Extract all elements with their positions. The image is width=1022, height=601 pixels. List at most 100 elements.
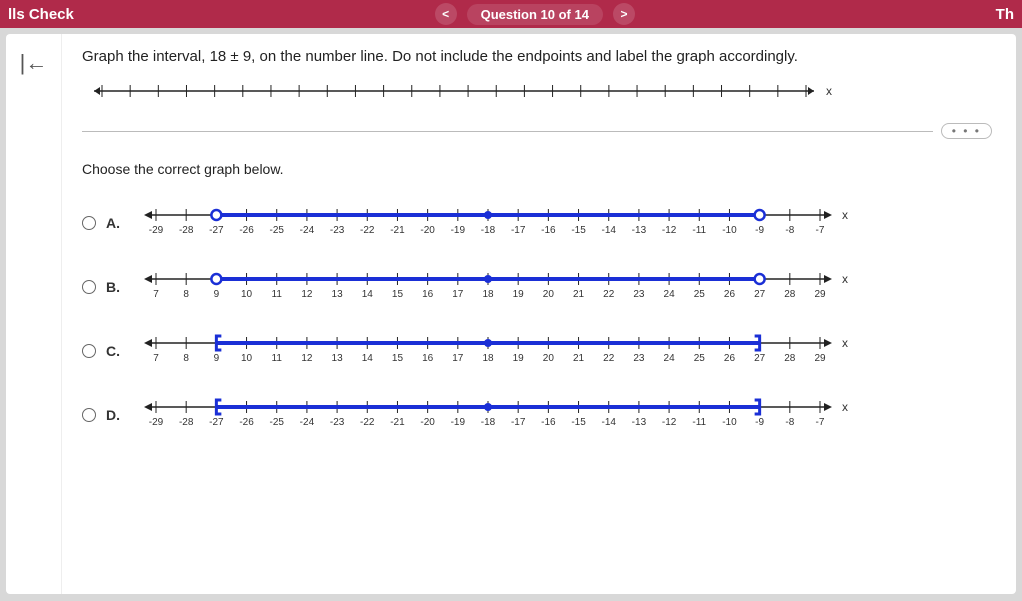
svg-text:-10: -10 [722, 417, 737, 428]
svg-text:-27: -27 [209, 225, 224, 236]
question-counter-pill: Question 10 of 14 [467, 4, 603, 25]
svg-text:10: 10 [241, 353, 253, 364]
svg-text:20: 20 [543, 353, 555, 364]
more-options-button[interactable]: • • • [941, 123, 992, 139]
svg-text:12: 12 [301, 289, 313, 300]
option-row-a: A.-29-28-27-26-25-24-23-22-21-20-19-18-1… [82, 203, 992, 243]
option-number-line-c: 7891011121314151617181920212223242526272… [136, 331, 856, 371]
option-row-c: C.78910111213141516171819202122232425262… [82, 331, 992, 371]
svg-text:17: 17 [452, 353, 464, 364]
divider-line [82, 131, 933, 132]
svg-text:17: 17 [452, 289, 464, 300]
svg-text:-20: -20 [420, 417, 435, 428]
svg-text:-19: -19 [451, 225, 466, 236]
divider-row: • • • [82, 123, 992, 139]
svg-text:-10: -10 [722, 225, 737, 236]
svg-text:20: 20 [543, 289, 555, 300]
svg-text:-29: -29 [149, 417, 164, 428]
content-area: Graph the interval, 18 ± 9, on the numbe… [62, 34, 1016, 594]
next-question-button[interactable]: > [613, 3, 635, 25]
option-label: C. [106, 343, 126, 359]
option-label: B. [106, 279, 126, 295]
question-text: Graph the interval, 18 ± 9, on the numbe… [82, 48, 992, 65]
option-number-line-d: -29-28-27-26-25-24-23-22-21-20-19-18-17-… [136, 395, 856, 435]
svg-text:x: x [842, 400, 848, 414]
svg-text:13: 13 [332, 289, 344, 300]
svg-text:14: 14 [362, 353, 374, 364]
top-bar: lls Check < Question 10 of 14 > Th [0, 0, 1022, 28]
option-row-d: D.-29-28-27-26-25-24-23-22-21-20-19-18-1… [82, 395, 992, 435]
svg-text:-24: -24 [300, 225, 315, 236]
svg-text:-29: -29 [149, 225, 164, 236]
svg-text:12: 12 [301, 353, 313, 364]
svg-text:-7: -7 [816, 417, 825, 428]
svg-text:14: 14 [362, 289, 374, 300]
blank-number-line: x [82, 79, 992, 109]
svg-text:15: 15 [392, 353, 404, 364]
option-label: D. [106, 407, 126, 423]
svg-text:24: 24 [664, 353, 676, 364]
blank-number-line-svg: x [82, 79, 842, 109]
options-container: A. -29 -28 -27 -26 -25 -24 -23 -22 -21 -20 -19 -18 -1… [82, 203, 992, 435]
svg-text:26: 26 [724, 353, 736, 364]
svg-text:-21: -21 [390, 225, 405, 236]
svg-text:-25: -25 [270, 417, 285, 428]
svg-text:19: 19 [513, 289, 525, 300]
svg-text:23: 23 [633, 353, 645, 364]
option-radio-d[interactable] [82, 408, 96, 422]
svg-text:22: 22 [603, 289, 615, 300]
option-radio-a[interactable] [82, 216, 96, 230]
svg-text:-7: -7 [816, 225, 825, 236]
left-column: |← [6, 34, 62, 594]
option-label: A. [106, 215, 126, 231]
prev-question-button[interactable]: < [435, 3, 457, 25]
svg-text:-9: -9 [755, 225, 764, 236]
svg-text:29: 29 [814, 289, 826, 300]
svg-text:-24: -24 [300, 417, 315, 428]
svg-text:-21: -21 [390, 417, 405, 428]
option-number-line-a: -29-28-27-26-25-24-23-22-21-20-19-18-17-… [136, 203, 856, 243]
top-right-label: Th [996, 6, 1014, 23]
svg-text:21: 21 [573, 353, 585, 364]
svg-text:-14: -14 [602, 417, 617, 428]
svg-text:-22: -22 [360, 417, 375, 428]
question-nav: < Question 10 of 14 > [74, 3, 996, 25]
svg-text:-15: -15 [571, 225, 586, 236]
svg-text:18: 18 [482, 289, 494, 300]
app-title: lls Check [8, 6, 74, 23]
svg-text:-18: -18 [481, 417, 496, 428]
svg-text:13: 13 [332, 353, 344, 364]
svg-text:25: 25 [694, 353, 706, 364]
svg-text:-17: -17 [511, 417, 526, 428]
svg-text:x: x [842, 208, 848, 222]
option-radio-c[interactable] [82, 344, 96, 358]
svg-text:-25: -25 [270, 225, 285, 236]
option-radio-b[interactable] [82, 280, 96, 294]
svg-text:-8: -8 [785, 417, 794, 428]
svg-text:9: 9 [214, 289, 220, 300]
svg-text:8: 8 [183, 289, 189, 300]
svg-text:-11: -11 [692, 417, 706, 428]
svg-text:-18: -18 [481, 225, 496, 236]
svg-text:9: 9 [214, 353, 220, 364]
svg-text:16: 16 [422, 289, 434, 300]
svg-text:-28: -28 [179, 225, 194, 236]
svg-text:-9: -9 [755, 417, 764, 428]
svg-text:29: 29 [814, 353, 826, 364]
svg-text:x: x [826, 84, 832, 98]
svg-text:-23: -23 [330, 225, 345, 236]
svg-text:-26: -26 [239, 417, 254, 428]
svg-text:-27: -27 [209, 417, 224, 428]
svg-text:18: 18 [482, 353, 494, 364]
svg-text:27: 27 [754, 289, 766, 300]
svg-text:-16: -16 [541, 417, 556, 428]
svg-text:21: 21 [573, 289, 585, 300]
svg-text:8: 8 [183, 353, 189, 364]
svg-text:23: 23 [633, 289, 645, 300]
svg-text:15: 15 [392, 289, 404, 300]
back-icon[interactable]: |← [20, 50, 48, 76]
svg-text:-26: -26 [239, 225, 254, 236]
svg-text:-13: -13 [632, 417, 647, 428]
svg-text:11: 11 [272, 353, 283, 364]
svg-text:-20: -20 [420, 225, 435, 236]
